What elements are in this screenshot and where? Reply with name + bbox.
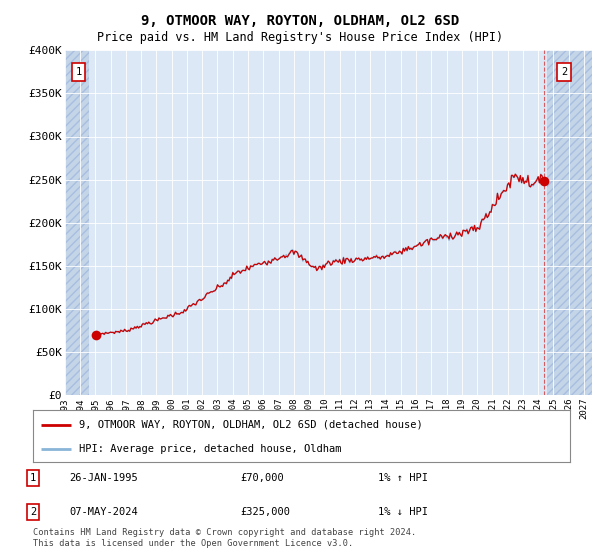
Bar xyxy=(547,50,592,395)
Text: HPI: Average price, detached house, Oldham: HPI: Average price, detached house, Oldh… xyxy=(79,444,341,454)
Bar xyxy=(65,50,89,395)
Text: 2: 2 xyxy=(561,67,567,77)
Text: 2: 2 xyxy=(30,507,36,517)
Text: 9, OTMOOR WAY, ROYTON, OLDHAM, OL2 6SD (detached house): 9, OTMOOR WAY, ROYTON, OLDHAM, OL2 6SD (… xyxy=(79,420,422,430)
Text: 1: 1 xyxy=(76,67,82,77)
Text: 07-MAY-2024: 07-MAY-2024 xyxy=(69,507,138,517)
Text: 1% ↓ HPI: 1% ↓ HPI xyxy=(378,507,428,517)
Text: Contains HM Land Registry data © Crown copyright and database right 2024.
This d: Contains HM Land Registry data © Crown c… xyxy=(33,528,416,548)
Text: Price paid vs. HM Land Registry's House Price Index (HPI): Price paid vs. HM Land Registry's House … xyxy=(97,31,503,44)
Text: 26-JAN-1995: 26-JAN-1995 xyxy=(69,473,138,483)
Text: £70,000: £70,000 xyxy=(240,473,284,483)
Text: 1: 1 xyxy=(30,473,36,483)
Text: £325,000: £325,000 xyxy=(240,507,290,517)
Text: 9, OTMOOR WAY, ROYTON, OLDHAM, OL2 6SD: 9, OTMOOR WAY, ROYTON, OLDHAM, OL2 6SD xyxy=(141,14,459,28)
Text: 1% ↑ HPI: 1% ↑ HPI xyxy=(378,473,428,483)
